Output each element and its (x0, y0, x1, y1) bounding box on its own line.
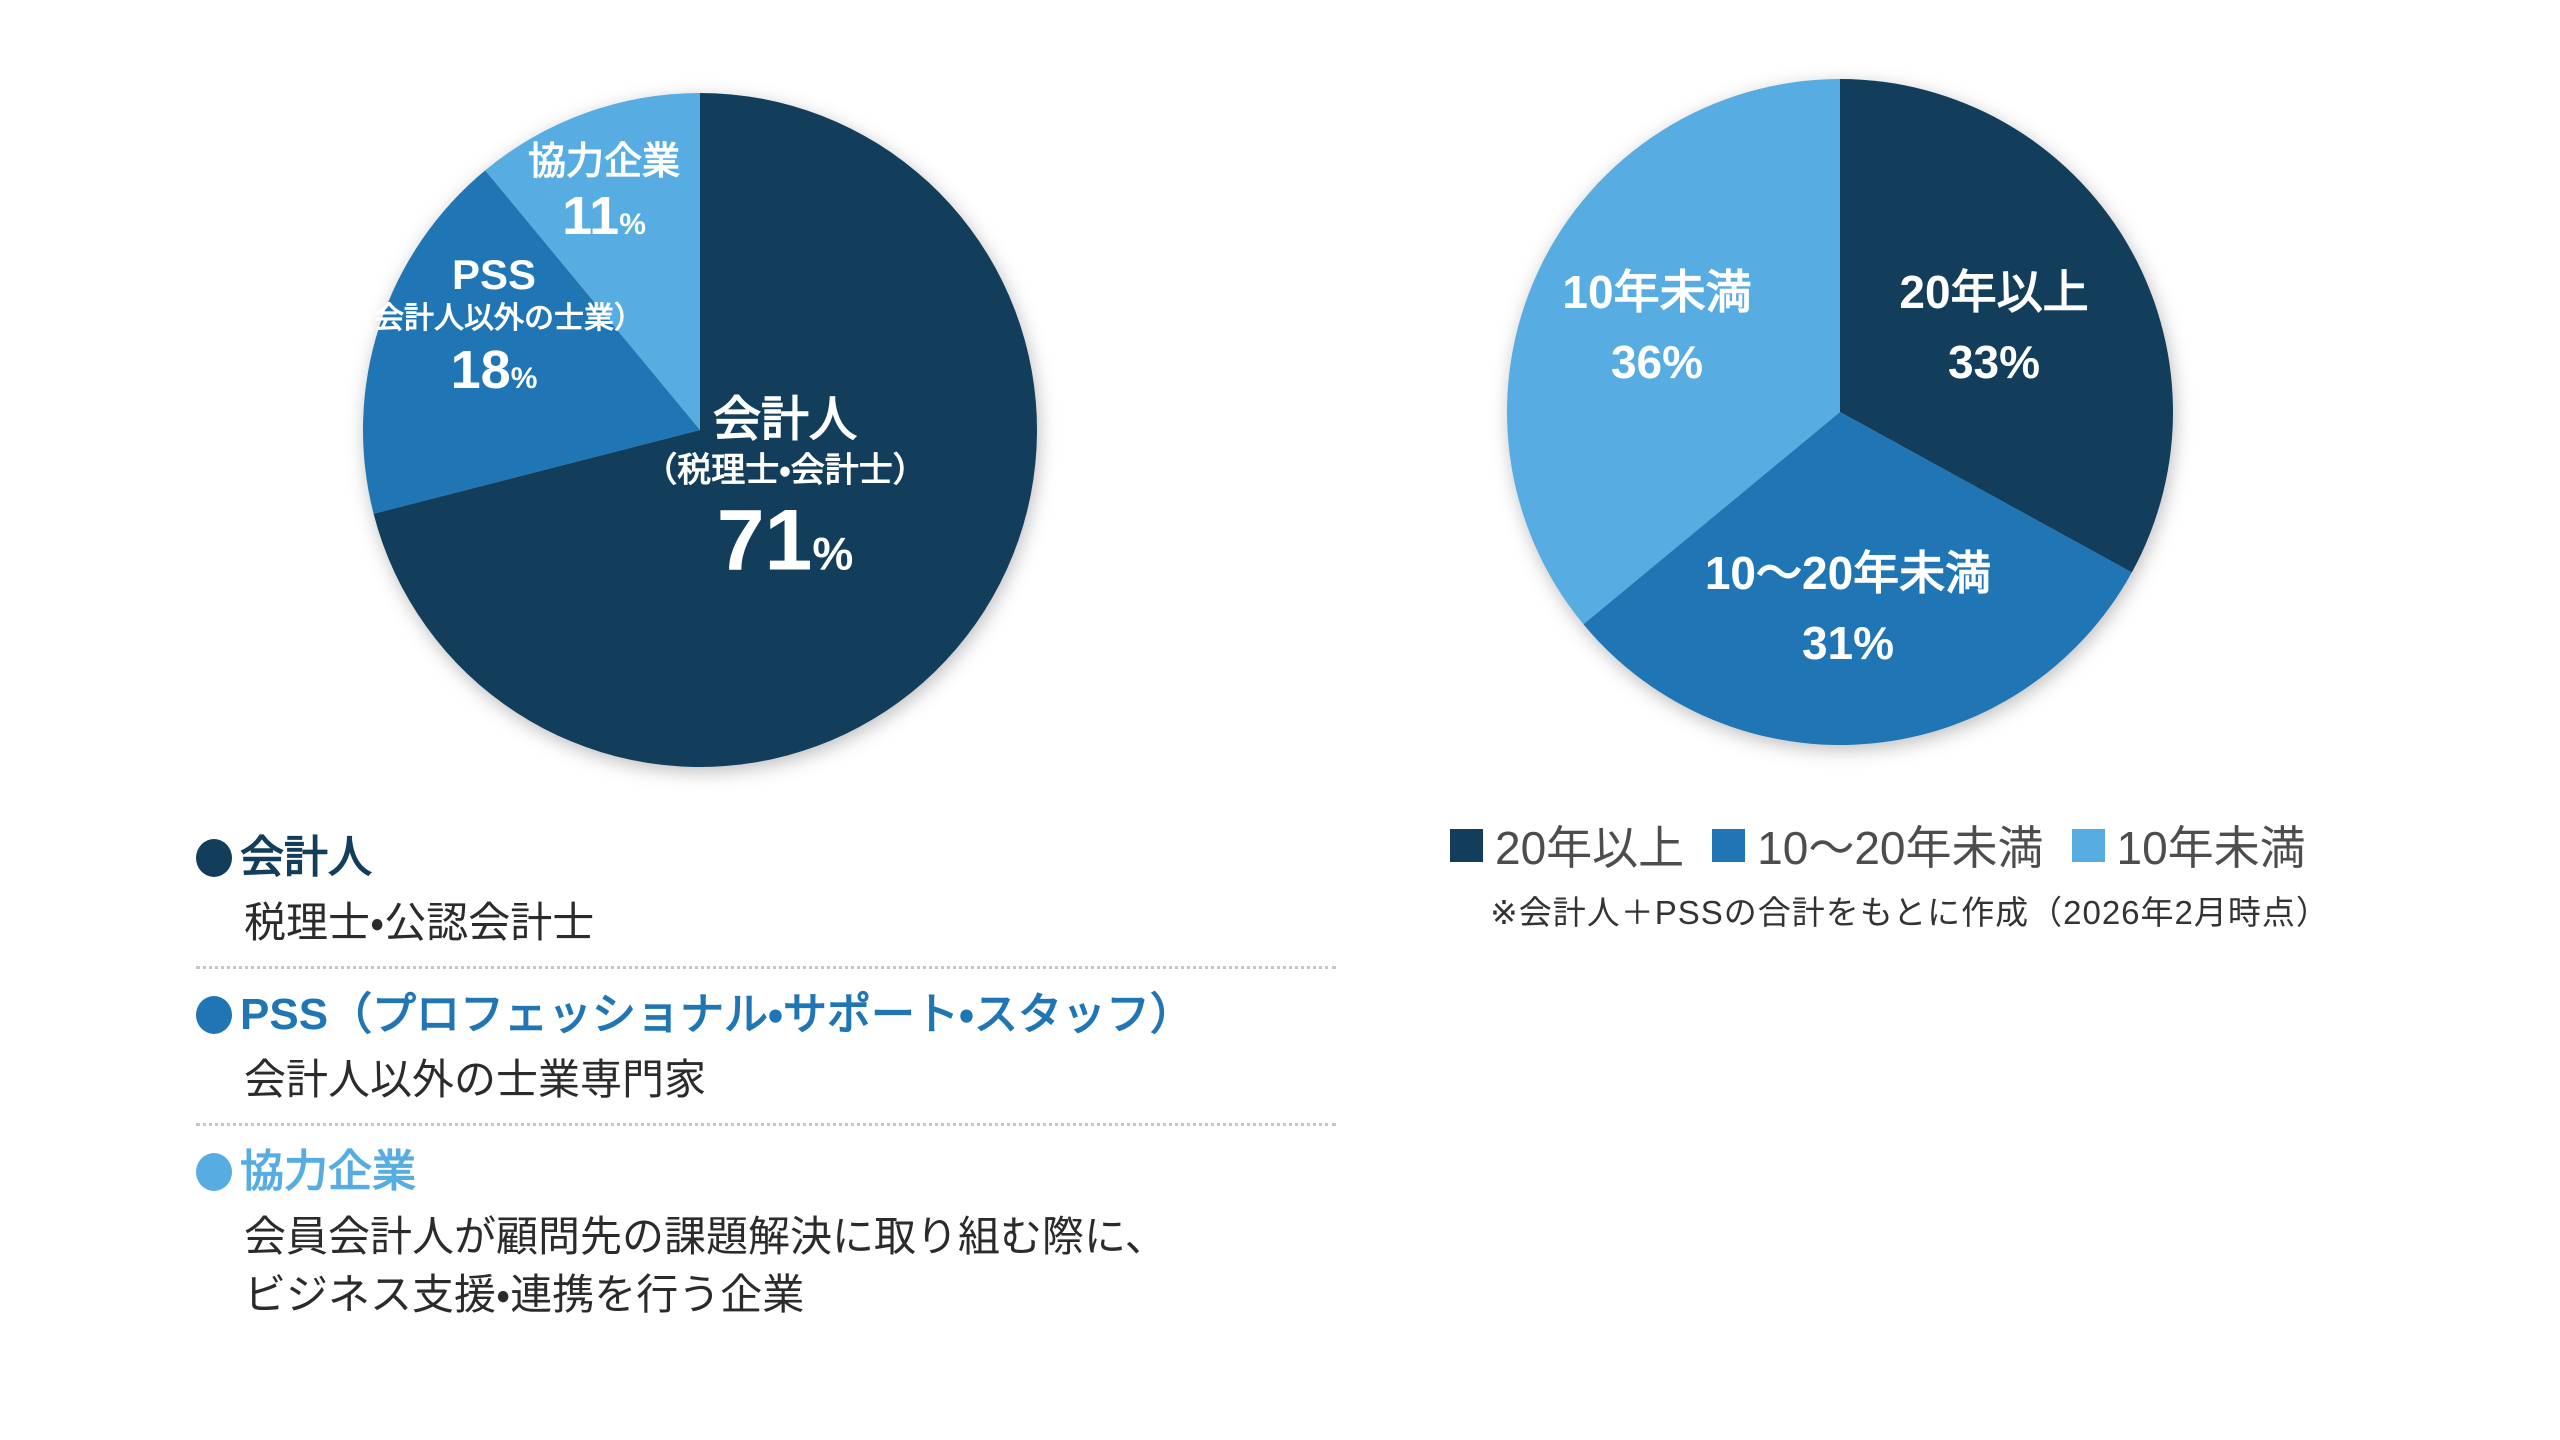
legend-swatch-medium-blue (1712, 828, 1746, 862)
definitions-list: 会計人 税理士・公認会計士 PSS（プロフェッショナル・サポート・スタッフ） 会… (196, 830, 1336, 1324)
pie-label-pss-subname: （会計人以外の士業） (344, 302, 644, 335)
pie-label-kaikeijin-subname: （税理士・会計士） (643, 451, 927, 490)
pie-slice-0 (373, 93, 1037, 767)
pie-label-under10: 10年未満 36% (1562, 257, 1751, 397)
definition-kaikeijin-term-label: 会計人 (240, 833, 372, 882)
pie-label-under10-value: 36% (1610, 336, 1704, 388)
pie-slice-2 (1507, 79, 1840, 625)
pie-slice-1 (363, 170, 700, 514)
legend-label-over20: 20年以上 (1495, 822, 1685, 874)
pie-label-between10-20-name: 10〜20年未満 (1704, 547, 1992, 599)
definition-kaikeijin-term: 会計人 (196, 830, 1336, 886)
pie-slice-0 (1840, 79, 2173, 573)
legend-label-between10-20: 10〜20年未満 (1757, 822, 2044, 874)
definition-pss: PSS（プロフェッショナル・サポート・スタッフ） 会計人以外の士業専門家 (196, 987, 1336, 1109)
chart-source-note: ※会計人＋PSSの合計をもとに作成（2026年2月時点） (1490, 894, 2330, 931)
legend-item-under10: 10年未満 (2071, 812, 2306, 878)
dotted-divider (196, 1123, 1336, 1126)
definition-kaikeijin-desc: 税理士・公認会計士 (244, 899, 595, 946)
membership-years-pie-chart (1507, 79, 2173, 745)
bullet-icon (196, 1153, 232, 1191)
membership-composition-pie-chart (363, 93, 1037, 767)
definition-pss-desc: 会計人以外の士業専門家 (244, 1056, 707, 1103)
pie-label-pss-name: PSS (451, 251, 537, 298)
years-legend: 20年以上 10〜20年未満 10年未満 (1450, 812, 2306, 878)
pie-label-partner: 協力企業 11% (528, 139, 680, 261)
definition-pss-term-label: PSS（プロフェッショナル・サポート・スタッフ） (240, 990, 1194, 1039)
pie-label-kaikeijin-name: 会計人 (712, 393, 857, 447)
definition-partner-term-label: 協力企業 (240, 1147, 416, 1196)
legend-item-between10-20: 10〜20年未満 (1712, 812, 2044, 878)
legend-item-over20: 20年以上 (1450, 812, 1684, 878)
pie-label-partner-value: 11% (562, 186, 646, 246)
pie-label-over20: 20年以上 33% (1899, 257, 2088, 397)
pie-label-between10-20-value: 31% (1801, 617, 1895, 669)
definition-pss-term: PSS（プロフェッショナル・サポート・スタッフ） (196, 987, 1336, 1043)
definition-kaikeijin: 会計人 税理士・公認会計士 (196, 830, 1336, 952)
definition-partner-desc-line1: 会員会計人が顧問先の課題解決に取り組む際に、 (244, 1213, 1167, 1260)
legend-swatch-light-blue (2071, 828, 2105, 862)
bullet-icon (196, 839, 232, 877)
definition-partner-desc: 会員会計人が顧問先の課題解決に取り組む際に、 ビジネス支援・連携を行う企業 (244, 1208, 1336, 1324)
definition-partner-desc-line2: ビジネス支援・連携を行う企業 (244, 1271, 805, 1318)
legend-label-under10: 10年未満 (2116, 822, 2306, 874)
pie-label-over20-value: 33% (1947, 336, 2041, 388)
pie-label-over20-name: 20年以上 (1899, 266, 2089, 318)
pie-label-pss: PSS （会計人以外の士業） 18% (344, 251, 644, 415)
pie-label-kaikeijin-value: 71% (716, 492, 854, 589)
definition-partner-term: 協力企業 (196, 1144, 1336, 1200)
legend-swatch-dark-navy (1450, 828, 1483, 862)
bullet-icon (196, 996, 232, 1034)
dotted-divider (196, 966, 1336, 969)
pie-label-kaikeijin: 会計人 （税理士・会計士） 71% (643, 393, 927, 612)
pie-label-partner-name: 協力企業 (527, 141, 681, 183)
pie-label-under10-name: 10年未満 (1562, 266, 1752, 318)
pie-label-pss-value: 18% (450, 340, 538, 400)
definition-partner: 協力企業 会員会計人が顧問先の課題解決に取り組む際に、 ビジネス支援・連携を行う… (196, 1144, 1336, 1324)
pie-label-between10-20: 10〜20年未満 31% (1705, 538, 1991, 678)
pie-slice-2 (485, 93, 700, 430)
pie-slice-1 (1583, 412, 2132, 745)
